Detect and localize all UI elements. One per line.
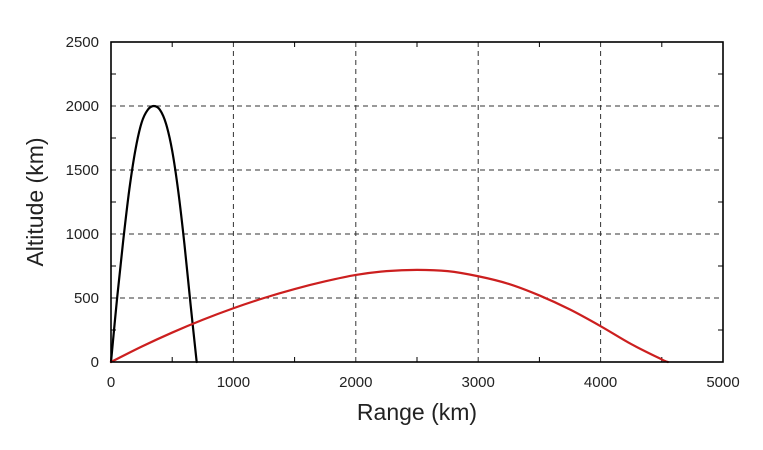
x-tick-label: 2000	[339, 374, 372, 391]
series-layer	[109, 104, 670, 364]
minor-ticks	[111, 42, 723, 362]
x-tick-labels: 0 1000 2000 3000 4000 5000	[107, 374, 740, 391]
grid	[111, 42, 723, 362]
plot-frame	[110, 41, 724, 363]
y-tick-label: 1500	[66, 162, 99, 179]
y-tick-label: 0	[91, 354, 99, 371]
x-tick-label: 1000	[217, 374, 250, 391]
x-tick-label: 4000	[584, 374, 617, 391]
series-line-1	[109, 104, 198, 364]
y-tick-label: 2500	[66, 34, 99, 51]
y-tick-label: 500	[74, 290, 99, 307]
x-axis-title: Range (km)	[357, 399, 477, 425]
y-tick-label: 1000	[66, 226, 99, 243]
x-tick-label: 5000	[706, 374, 739, 391]
y-tick-label: 2000	[66, 98, 99, 115]
x-tick-label: 0	[107, 374, 115, 391]
y-axis-title: Altitude (km)	[22, 137, 48, 266]
y-tick-labels: 0 500 1000 1500 2000 2500	[66, 34, 99, 371]
series-line-2	[109, 268, 670, 364]
x-tick-label: 3000	[462, 374, 495, 391]
